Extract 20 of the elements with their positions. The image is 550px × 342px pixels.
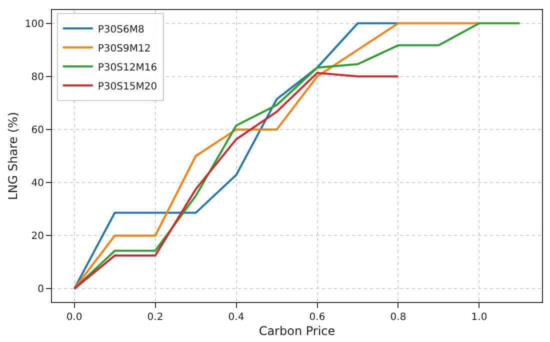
y-tick-label: 80 — [31, 72, 44, 83]
legend-label: P30S6M8 — [98, 24, 144, 36]
x-tick-label: 0.0 — [66, 312, 82, 323]
x-tick-label: 1.0 — [471, 312, 488, 323]
y-tick-label: 100 — [24, 18, 44, 30]
legend-label: P30S15M20 — [98, 81, 158, 92]
y-tick-label: 40 — [31, 178, 44, 190]
x-tick-label: 0.8 — [390, 312, 406, 323]
line-series — [73, 72, 400, 290]
y-tick-label: 60 — [31, 124, 44, 136]
y-axis-title: LNG Share (%) — [6, 112, 20, 200]
legend-label: P30S9M12 — [98, 43, 151, 54]
legend-label: P30S12M16 — [98, 62, 158, 74]
y-tick-label: 20 — [31, 231, 44, 242]
x-axis-title: Carbon Price — [258, 324, 336, 338]
x-tick-label: 0.4 — [228, 312, 244, 323]
line-series — [73, 22, 400, 290]
x-tick-label: 0.2 — [147, 312, 164, 323]
x-tick-label: 0.6 — [309, 312, 326, 323]
y-tick-label: 0 — [38, 284, 44, 296]
